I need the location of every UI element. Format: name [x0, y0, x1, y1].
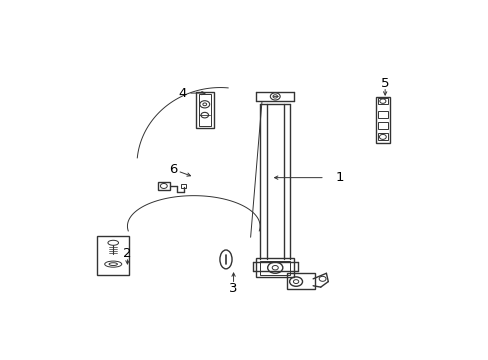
- Text: 5: 5: [380, 77, 388, 90]
- Bar: [260, 261, 290, 275]
- Bar: [377, 111, 387, 118]
- Text: 6: 6: [168, 163, 177, 176]
- Text: 2: 2: [123, 247, 131, 260]
- Bar: [377, 122, 387, 129]
- Bar: [158, 183, 169, 190]
- Text: 3: 3: [229, 282, 237, 295]
- Bar: [180, 184, 186, 188]
- Text: 4: 4: [178, 87, 186, 100]
- Bar: [286, 273, 314, 288]
- Text: 1: 1: [335, 171, 343, 184]
- Bar: [377, 133, 387, 140]
- Bar: [375, 97, 389, 143]
- Bar: [97, 236, 129, 275]
- Bar: [195, 92, 213, 128]
- Bar: [377, 98, 387, 104]
- Bar: [198, 94, 210, 126]
- Bar: [256, 258, 294, 278]
